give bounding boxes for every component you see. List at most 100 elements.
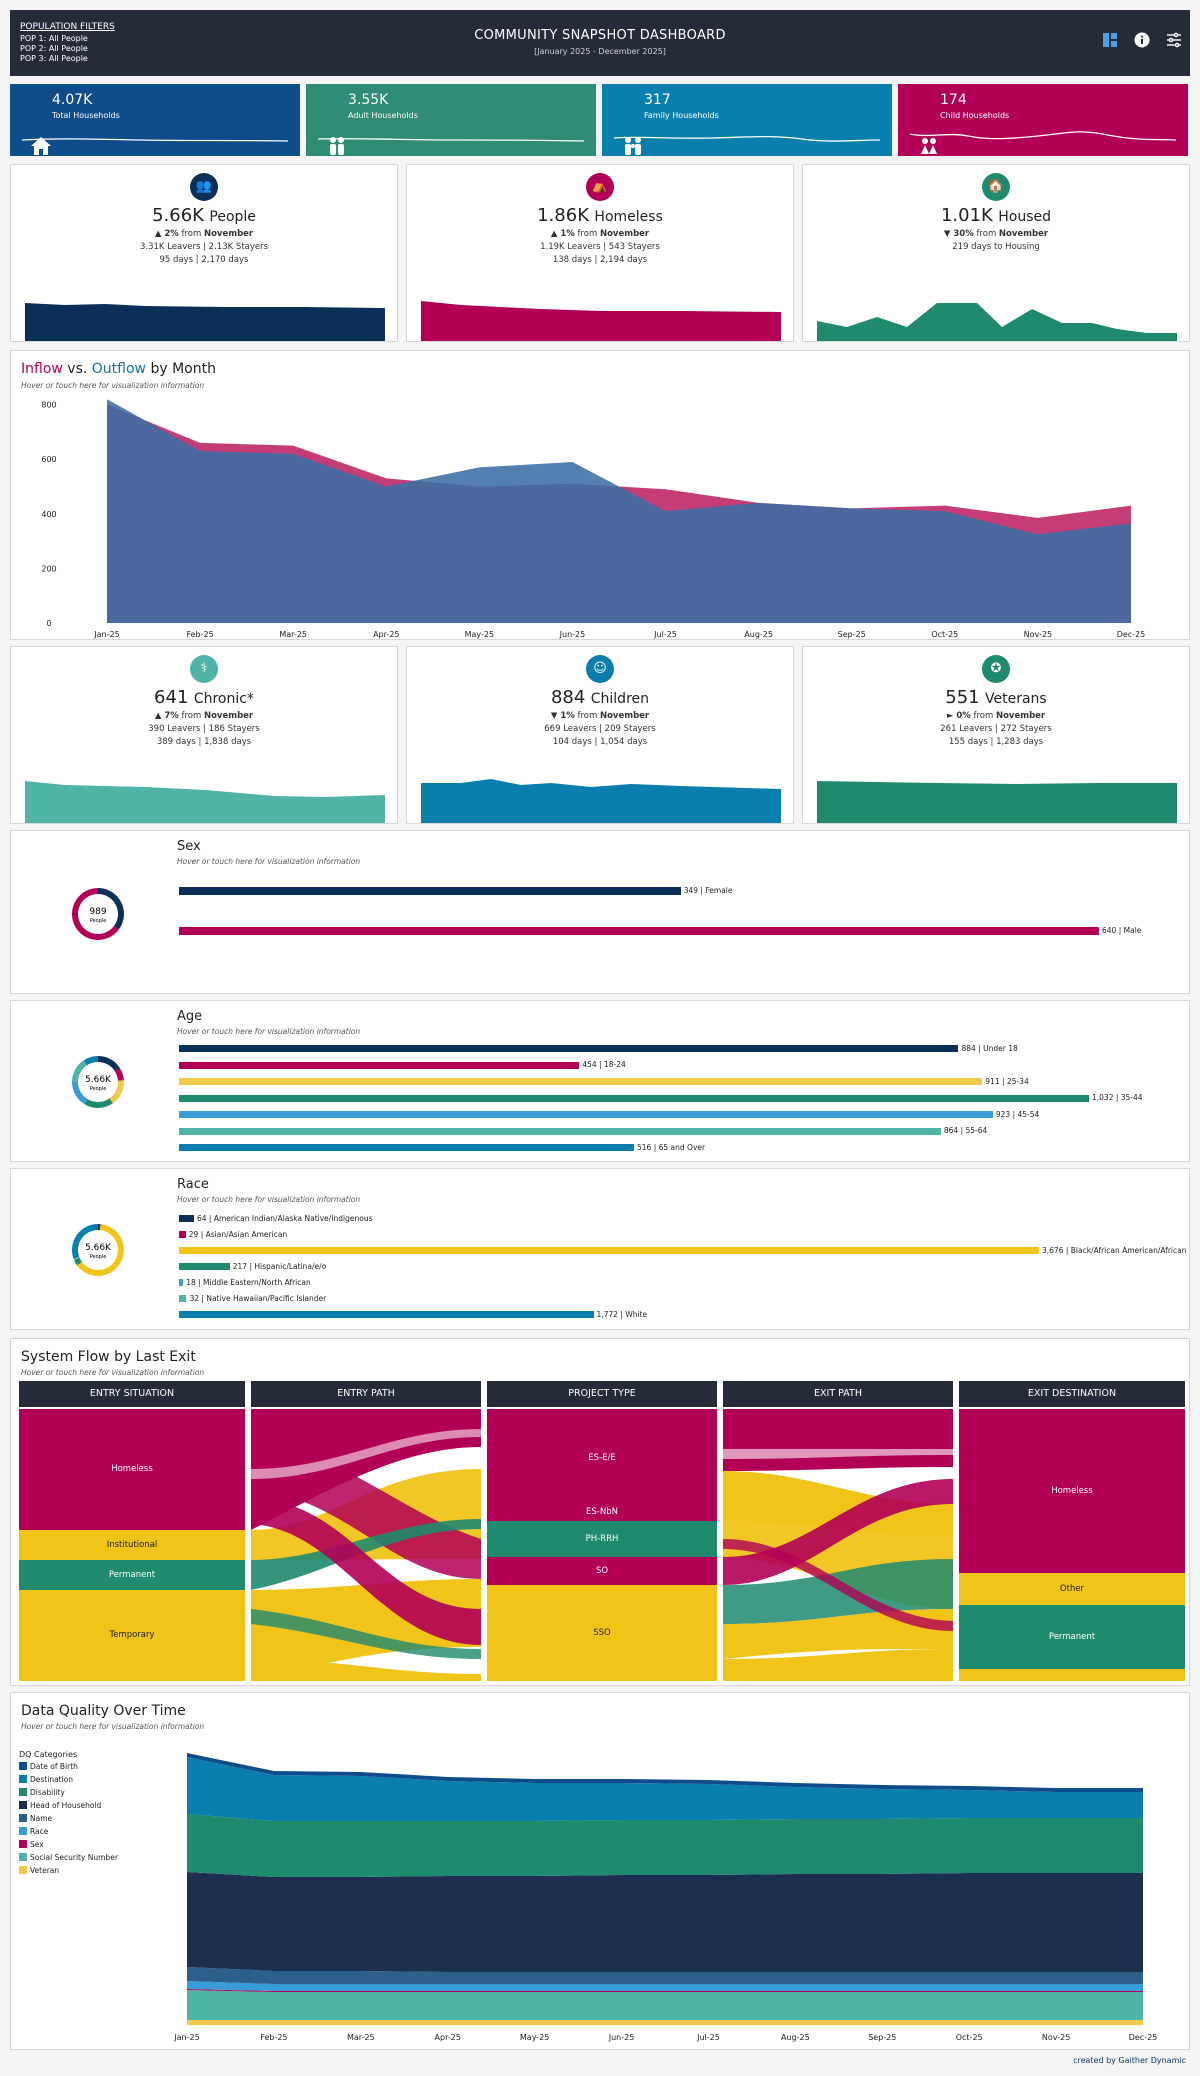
bar[interactable] [179, 927, 1099, 935]
kpi-child-households[interactable]: 174 Child Households [898, 84, 1188, 156]
dq-area-date-of-birth[interactable] [187, 1753, 1143, 1792]
legend-item[interactable]: Veteran [19, 1866, 169, 1879]
inflow-outflow-chart[interactable]: 0 200 400 600 800 Jan-25 Feb-25 Mar-25 Apr-25 May… [11, 351, 1191, 641]
legend-item[interactable]: Social Security Number [19, 1853, 169, 1866]
race-panel[interactable]: Race Hover or touch here for visualizatio… [10, 1168, 1190, 1330]
bar[interactable] [179, 1231, 186, 1238]
bar[interactable] [179, 1094, 1089, 1102]
population-filters[interactable]: POPULATION FILTERS POP 1: All People POP… [20, 22, 115, 64]
dq-area-head-of-household[interactable] [187, 1872, 1143, 1972]
donut-slice[interactable] [98, 1056, 120, 1072]
legend-item[interactable]: Race [19, 1827, 169, 1840]
donut-slice[interactable] [114, 1067, 124, 1081]
bar[interactable] [179, 1111, 993, 1118]
donut-slice[interactable] [99, 1224, 101, 1231]
exit-path-ribbons[interactable] [723, 1409, 953, 1681]
summary-card-veterans[interactable]: ✪ 551 Veterans ► 0% from November 261 Le… [802, 646, 1190, 824]
age-panel[interactable]: Age Hover or touch here for visualization… [10, 1000, 1190, 1162]
col-project-type[interactable]: PROJECT TYPE [487, 1381, 717, 1407]
node-temporary[interactable]: Temporary [19, 1590, 245, 1681]
donut-slice[interactable] [72, 1081, 88, 1105]
node-homeless[interactable]: Homeless [19, 1409, 245, 1530]
donut-slice[interactable] [72, 1060, 88, 1082]
node-es-ee[interactable]: ES-E/E [487, 1409, 717, 1521]
legend-item[interactable]: Sex [19, 1840, 169, 1853]
donut-slice[interactable] [74, 1257, 82, 1266]
data-quality-panel[interactable]: Data Quality Over Time Hover or touch he… [10, 1692, 1190, 2050]
bar[interactable] [179, 1061, 580, 1069]
summary-card-chronic[interactable]: ⚕ 641 Chronic* ▲ 7% from November 390 Le… [10, 646, 398, 824]
panel-hint[interactable]: Hover or touch here for visualization in… [177, 1195, 361, 1204]
bar[interactable] [179, 1295, 187, 1302]
col-exit-path[interactable]: EXIT PATH [723, 1381, 953, 1407]
summary-card-homeless[interactable]: ⛺ 1.86K Homeless ▲ 1% from November 1.19… [406, 164, 794, 342]
bar[interactable] [179, 1311, 594, 1318]
sex-panel[interactable]: Sex Hover or touch here for visualization… [10, 830, 1190, 994]
donut-slice[interactable] [73, 1257, 80, 1261]
kpi-adult-households[interactable]: 3.55K Adult Households [306, 84, 596, 156]
bar[interactable] [179, 887, 681, 895]
dq-area-chart[interactable]: Jan-25 Feb-25 Mar-25 Apr-25 May-25 Jun-25 Jul-… [11, 1693, 1191, 2051]
panel-hint[interactable]: Hover or touch here for visualization in… [177, 1027, 361, 1036]
donut-slice[interactable] [73, 1256, 80, 1260]
node-ph-rrh[interactable]: PH-RRH [487, 1521, 717, 1557]
donut-slice[interactable] [109, 1080, 124, 1104]
kpi-total-households[interactable]: 4.07K Total Households [10, 84, 300, 156]
panel-hint[interactable]: Hover or touch here for visualization in… [177, 857, 361, 866]
node-exit-homeless[interactable]: Homeless [959, 1409, 1185, 1573]
dq-area-disability[interactable] [187, 1814, 1143, 1877]
col-entry-path[interactable]: ENTRY PATH [251, 1381, 481, 1407]
donut-slice[interactable] [84, 1098, 113, 1108]
node-exit-permanent[interactable]: Permanent [959, 1605, 1185, 1669]
node-exit-other[interactable]: Other [959, 1573, 1185, 1605]
dq-area-veteran[interactable] [187, 2020, 1143, 2025]
node-sso[interactable]: SSO [487, 1585, 717, 1681]
bar[interactable] [179, 1279, 184, 1286]
bar[interactable] [179, 1078, 983, 1085]
donut-slice[interactable] [98, 1224, 100, 1231]
filters-title[interactable]: POPULATION FILTERS [20, 22, 115, 32]
legend-item[interactable]: Name [19, 1814, 169, 1827]
bar[interactable] [179, 1144, 634, 1151]
summary-card-housed[interactable]: 🏠 1.01K Housed ▼ 30% from November 219 d… [802, 164, 1190, 342]
node-exit-temporary[interactable] [959, 1669, 1185, 1681]
legend-item[interactable]: Destination [19, 1775, 169, 1788]
bar[interactable] [179, 1045, 959, 1052]
col-exit-destination[interactable]: EXIT DESTINATION [959, 1381, 1185, 1407]
inflow-outflow-panel[interactable]: Inflow vs. Outflow by Month Hover or tou… [10, 350, 1190, 640]
dq-area-social-security-number[interactable] [187, 1990, 1143, 2020]
col-entry-situation[interactable]: ENTRY SITUATION [19, 1381, 245, 1407]
donut-slice[interactable] [83, 1056, 98, 1066]
kpi-family-households[interactable]: 317 Family Households [602, 84, 892, 156]
summary-card-people[interactable]: 👥 5.66K People ▲ 2% from November 3.31K … [10, 164, 398, 342]
legend-item[interactable]: Date of Birth [19, 1762, 169, 1775]
node-permanent[interactable]: Permanent [19, 1560, 245, 1590]
info-icon[interactable] [1132, 32, 1152, 52]
dq-area-destination[interactable] [187, 1757, 1143, 1821]
dashboard-icon[interactable] [1100, 32, 1120, 52]
entry-path-ribbons[interactable] [251, 1409, 481, 1681]
bar[interactable] [179, 1127, 941, 1135]
summary-card-children[interactable]: ☺ 884 Children ▼ 1% from November 669 Le… [406, 646, 794, 824]
dq-hint[interactable]: Hover or touch here for visualization in… [21, 1722, 205, 1731]
node-es-nbn[interactable]: ES-NbN [586, 1507, 618, 1517]
legend-item[interactable]: Head of Household [19, 1801, 169, 1814]
legend-item[interactable]: Disability [19, 1788, 169, 1801]
bar[interactable] [179, 1215, 194, 1222]
dq-area-race[interactable] [187, 1981, 1143, 1991]
node-so[interactable]: SO [487, 1557, 717, 1585]
dq-area-name[interactable] [187, 1967, 1143, 1984]
donut-slice[interactable] [72, 1224, 98, 1259]
bar[interactable] [179, 1263, 230, 1270]
donut-slice[interactable] [98, 888, 124, 930]
system-flow-hint[interactable]: Hover or touch here for visualization in… [21, 1368, 205, 1377]
sliders-icon[interactable] [1164, 32, 1184, 52]
dq-area-sex[interactable] [187, 1989, 1143, 1992]
bar[interactable] [179, 1247, 1039, 1254]
sankey-diagram[interactable]: ENTRY SITUATION ENTRY PATH PROJECT TYPE … [19, 1381, 1187, 1681]
series-area-outflow[interactable] [107, 399, 1131, 623]
inflow-outflow-hint[interactable]: Hover or touch here for visualization in… [21, 381, 205, 390]
system-flow-panel[interactable]: System Flow by Last Exit Hover or touch … [10, 1338, 1190, 1686]
